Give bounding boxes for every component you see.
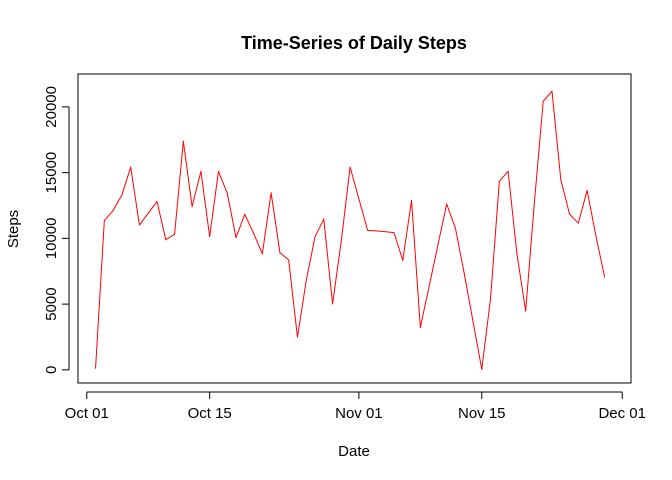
x-tick-label: Oct 15: [188, 405, 232, 422]
chart-title: Time-Series of Daily Steps: [241, 33, 467, 53]
line-segment: [296, 280, 307, 338]
line-segment: [235, 213, 246, 239]
line-segment: [419, 203, 448, 329]
line-segment: [463, 272, 483, 370]
line-segment: [314, 218, 325, 238]
series-steps: [95, 90, 606, 370]
line-segment: [560, 178, 571, 215]
plot-area-frame: [77, 73, 632, 384]
line-segment: [498, 170, 509, 182]
line-segment: [393, 232, 404, 261]
line-segment: [209, 171, 219, 238]
y-tick-label: 5000: [43, 287, 60, 320]
line-segment: [551, 90, 562, 180]
line-segment: [95, 220, 105, 369]
line-segment: [577, 189, 588, 224]
y-tick-label: 0: [43, 366, 60, 374]
line-segment: [174, 140, 184, 235]
line-segment: [182, 140, 193, 207]
x-tick-label: Nov 15: [458, 405, 506, 422]
line-segment: [446, 203, 456, 229]
line-segment: [525, 201, 535, 312]
line-segment: [253, 232, 263, 255]
y-tick-label: 10000: [43, 218, 60, 260]
line-segment: [569, 213, 579, 224]
line-segment: [323, 218, 334, 305]
y-tick-label: 20000: [43, 86, 60, 128]
line-segment: [165, 233, 176, 241]
line-segment: [402, 199, 413, 261]
line-segment: [244, 213, 255, 234]
line-segment: [279, 252, 290, 261]
line-segment: [542, 90, 553, 102]
line-segment: [156, 200, 167, 241]
line-segment: [375, 230, 395, 234]
line-segment: [138, 200, 158, 226]
line-segment: [481, 297, 492, 370]
line-segment: [191, 170, 202, 207]
line-segment: [454, 227, 465, 274]
line-segment: [112, 194, 123, 212]
line-segment: [340, 166, 351, 242]
line-segment: [261, 192, 272, 255]
x-tick-label: Oct 01: [65, 405, 109, 422]
line-segment: [270, 192, 281, 254]
line-segment: [226, 192, 237, 239]
line-segment: [305, 236, 316, 282]
line-segment: [130, 166, 140, 226]
y-axis: 0 5000 10000 15000 20000: [43, 86, 70, 374]
line-segment: [121, 166, 132, 196]
line-segment: [507, 170, 518, 255]
x-axis: Oct 01 Oct 15 Nov 01 Nov 15 Dec 01: [65, 391, 646, 422]
y-tick-label: 15000: [43, 152, 60, 194]
line-segment: [217, 171, 228, 194]
line-segment: [349, 166, 369, 231]
line-segment: [103, 210, 114, 222]
line-segment: [490, 180, 500, 299]
line-segment: [516, 253, 527, 312]
line-segment: [288, 259, 298, 338]
x-axis-label: Date: [338, 443, 370, 460]
line-segment: [595, 235, 606, 278]
line-segment: [533, 100, 544, 203]
line-segment: [200, 170, 211, 238]
y-axis-label: Steps: [5, 210, 22, 248]
x-tick-label: Nov 01: [335, 405, 383, 422]
line-segment: [411, 199, 421, 329]
line-segment: [332, 240, 342, 305]
x-tick-label: Dec 01: [598, 405, 646, 422]
line-segment: [586, 189, 597, 237]
